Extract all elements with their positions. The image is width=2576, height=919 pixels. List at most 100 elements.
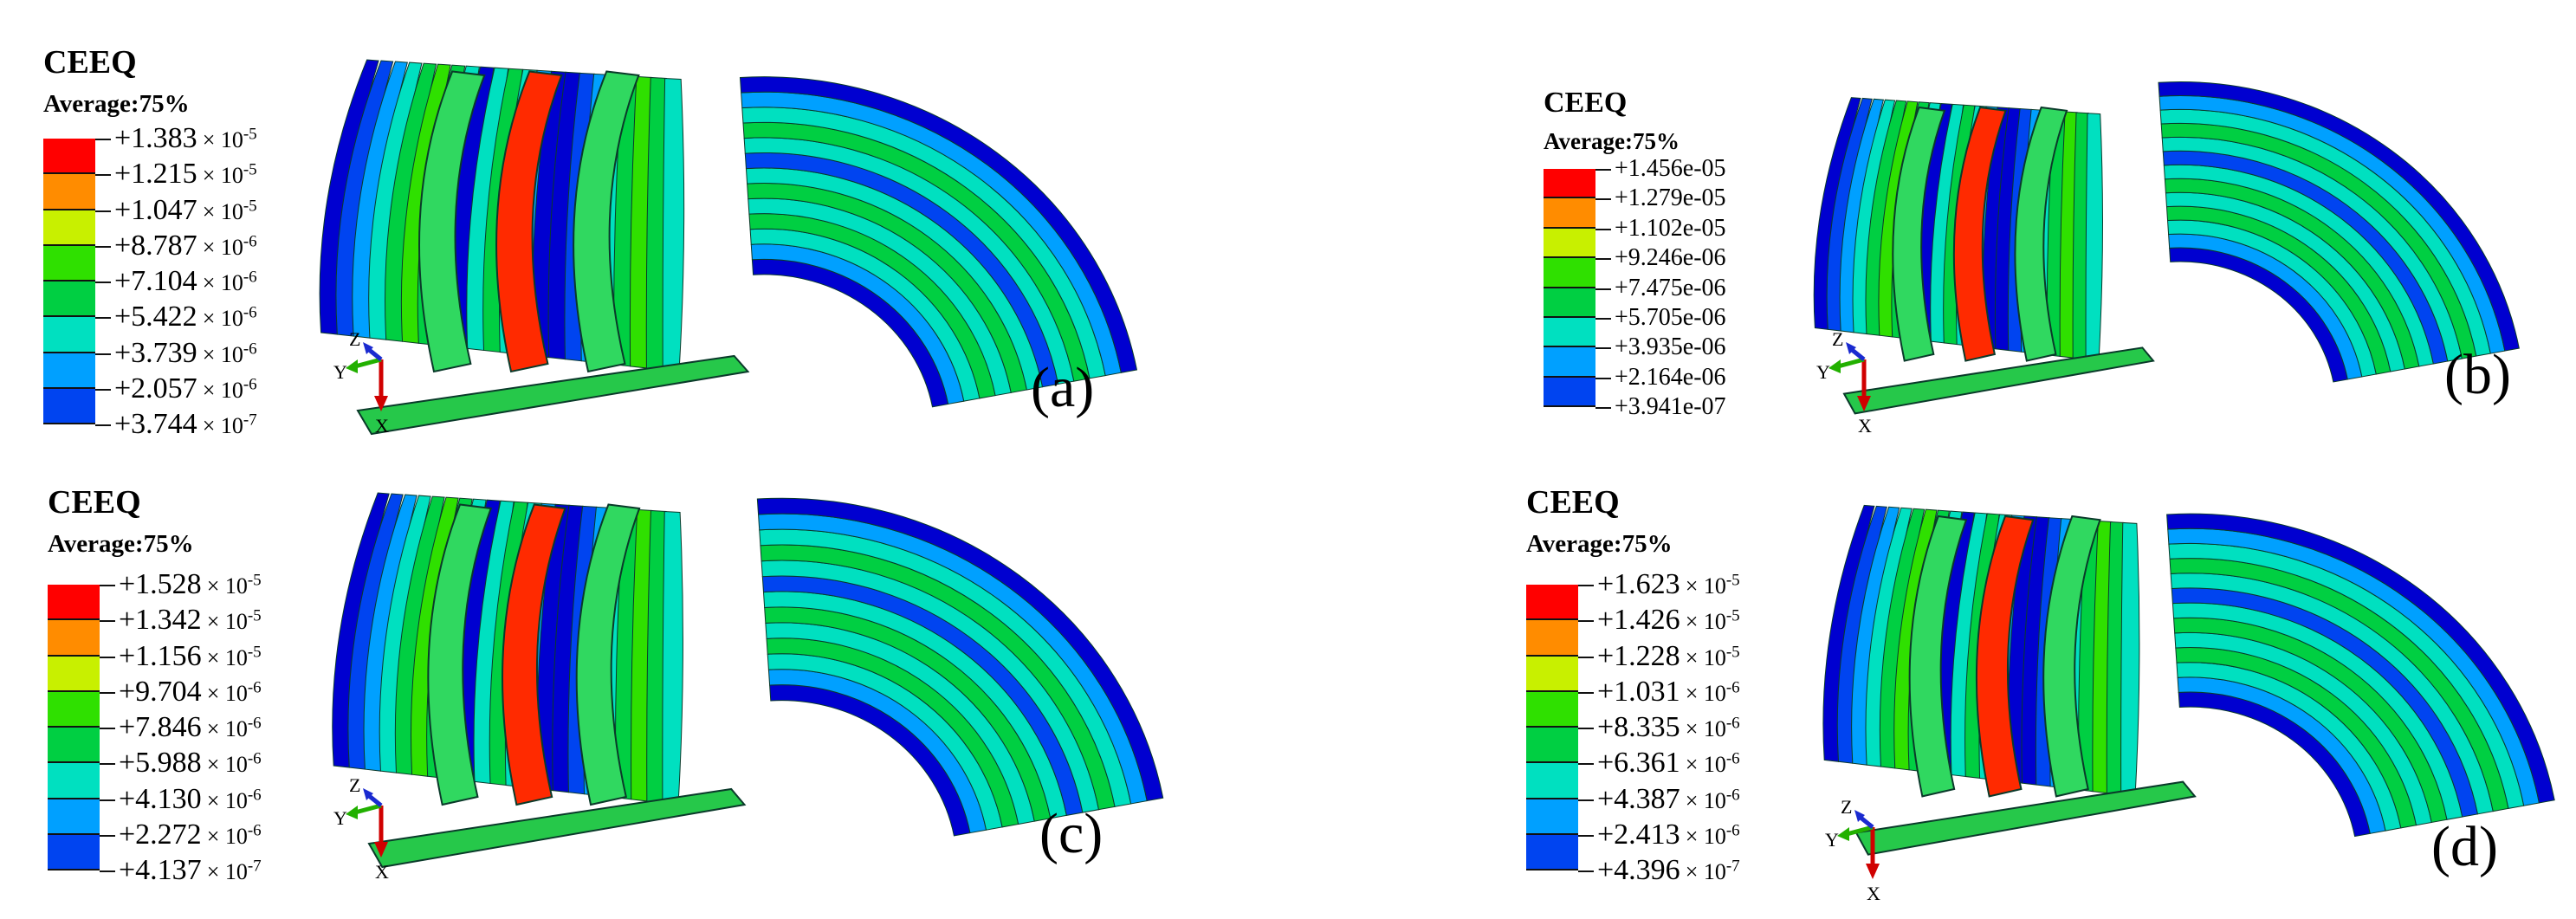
panel-label: (a) (1031, 356, 1095, 419)
legend-tick (95, 139, 111, 140)
legend-swatch (48, 834, 100, 870)
z-axis-arrowhead (1846, 342, 1856, 354)
z-axis-label: Z (349, 774, 360, 796)
legend-swatch (1526, 585, 1578, 621)
legend-swatch (1544, 228, 1595, 259)
panel-c: CEEQ Average:75% +1.528 × 10-5 +1.342 × 10-… (0, 459, 1288, 918)
legend-tick (1578, 763, 1594, 766)
legend-tick (1578, 620, 1594, 623)
legend-tick (1578, 834, 1594, 837)
legend-swatch (43, 282, 95, 318)
legend-tick (1595, 347, 1611, 350)
legend-tick (95, 353, 111, 355)
y-axis-label: Y (333, 361, 347, 383)
legend-value: +1.342 × 10-5 (119, 604, 262, 637)
legend-swatch (1526, 656, 1578, 692)
x-axis-arrowhead (1866, 864, 1880, 879)
legend-tick (1595, 258, 1611, 261)
mesh-model-section (1822, 504, 2197, 856)
x-axis-label: X (375, 861, 389, 883)
legend-tick (1595, 377, 1611, 379)
mesh-model-shell (739, 76, 1138, 408)
stiffener-rib (1975, 515, 2035, 798)
legend-tick (100, 656, 115, 658)
legend-swatch (48, 691, 100, 728)
legend-tick (1578, 691, 1594, 694)
z-axis-arrowhead (363, 788, 373, 800)
z-axis-label: Z (1832, 328, 1843, 350)
y-axis-arrowhead (1837, 827, 1849, 841)
y-axis-arrowhead (346, 359, 358, 373)
legend-tick (1595, 288, 1611, 290)
legend-value: +2.413 × 10-6 (1597, 818, 1740, 851)
base-flange (1842, 346, 2155, 415)
shell-strip (756, 497, 1164, 802)
stiffener-rib (575, 503, 641, 806)
base-flange (356, 354, 750, 436)
z-axis-label: Z (349, 328, 360, 350)
legend-swatch (43, 139, 95, 175)
x-axis-label: X (1858, 415, 1872, 437)
legend-value: +5.422 × 10-6 (114, 301, 257, 333)
stiffener-rib (2042, 515, 2101, 798)
legend-value: +4.396 × 10-7 (1597, 854, 1740, 886)
z-axis-arrow (1849, 347, 1866, 361)
stiffener-rib (502, 503, 566, 806)
legend-tick (100, 691, 115, 694)
legend-swatch (1526, 799, 1578, 835)
stiffener-rib (573, 70, 640, 373)
z-axis-arrow (366, 793, 383, 807)
legend-swatch (1544, 198, 1595, 229)
legend-tick (100, 620, 115, 623)
legend-swatch (43, 388, 95, 424)
legend-tick (95, 317, 111, 320)
legend-tick (95, 245, 111, 248)
legend-average: Average:75% (43, 90, 190, 118)
legend-average: Average:75% (1544, 128, 1680, 154)
legend-value: +7.846 × 10-6 (119, 711, 262, 743)
y-axis-label: Y (333, 807, 347, 829)
legend-swatch (48, 620, 100, 657)
legend-title: CEEQ (43, 44, 137, 81)
mesh-model-section (319, 59, 750, 436)
stiffener-rib (1892, 106, 1946, 362)
legend-value: +1.456e-05 (1615, 155, 1726, 182)
stiffener-rib (418, 70, 486, 373)
legend-tick (1578, 585, 1594, 586)
legend-tick (95, 424, 111, 426)
legend-tick (100, 799, 115, 801)
legend-tick (1595, 228, 1611, 230)
legend-swatch (43, 317, 95, 353)
legend-swatch (43, 210, 95, 246)
legend-value: +1.102e-05 (1615, 214, 1726, 242)
legend-swatch (1544, 377, 1595, 407)
base-flange (367, 787, 747, 869)
legend-value: +5.988 × 10-6 (119, 747, 262, 780)
legend-value: +1.228 × 10-5 (1597, 639, 1740, 672)
legend-value: +3.941e-07 (1615, 393, 1726, 420)
legend-value: +1.383 × 10-5 (114, 122, 257, 154)
legend-value: +9.246e-06 (1615, 244, 1726, 272)
stiffener-rib (427, 503, 493, 806)
legend-average: Average:75% (1526, 530, 1673, 558)
legend-swatch (1526, 763, 1578, 799)
legend-value: +7.104 × 10-6 (114, 265, 257, 297)
legend-value: +5.705e-06 (1615, 303, 1726, 331)
legend-value: +1.156 × 10-5 (119, 639, 262, 672)
plate-strip (2120, 521, 2140, 797)
legend-tick (1578, 728, 1594, 729)
legend-tick (100, 834, 115, 837)
mesh-model-shell (2158, 81, 2520, 383)
legend-swatch (1544, 258, 1595, 288)
panel-a: CEEQ Average:75% +1.383 × 10-5 +1.215 × 10-… (0, 0, 1288, 459)
legend-tick (1578, 799, 1594, 801)
z-axis-arrowhead (1854, 810, 1865, 822)
plate-strip (662, 77, 685, 372)
legend-value: +4.137 × 10-7 (119, 854, 262, 886)
legend-value: +8.787 × 10-6 (114, 229, 257, 262)
y-axis-arrow (1846, 825, 1874, 837)
shell-strip (2158, 81, 2520, 352)
y-axis-arrowhead (346, 806, 358, 819)
